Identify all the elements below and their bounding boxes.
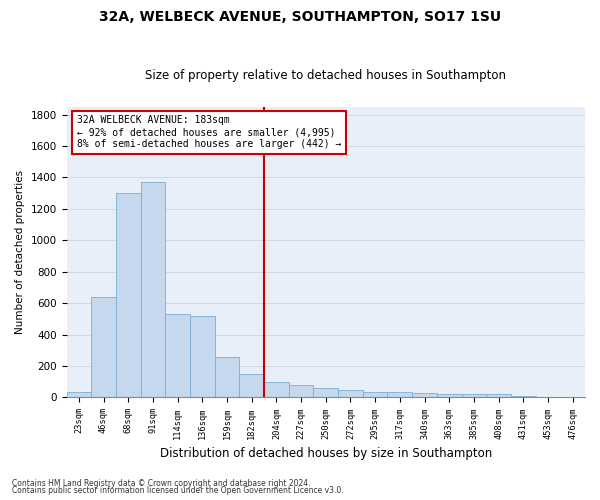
Text: Contains HM Land Registry data © Crown copyright and database right 2024.: Contains HM Land Registry data © Crown c… (12, 478, 311, 488)
Bar (363, 392, 388, 398)
Bar (289, 385, 313, 398)
Bar (140, 182, 165, 398)
Bar (215, 356, 239, 398)
Bar (165, 314, 190, 398)
Bar (412, 393, 437, 398)
Bar (437, 394, 461, 398)
Text: Contains public sector information licensed under the Open Government Licence v3: Contains public sector information licen… (12, 486, 344, 495)
Bar (486, 394, 511, 398)
Bar (511, 396, 536, 398)
Bar (239, 374, 264, 398)
Text: 32A WELBECK AVENUE: 183sqm
← 92% of detached houses are smaller (4,995)
8% of se: 32A WELBECK AVENUE: 183sqm ← 92% of deta… (77, 116, 341, 148)
Bar (388, 392, 412, 398)
Bar (190, 316, 215, 398)
Bar (338, 390, 363, 398)
Bar (116, 193, 140, 398)
X-axis label: Distribution of detached houses by size in Southampton: Distribution of detached houses by size … (160, 447, 492, 460)
Bar (264, 382, 289, 398)
Bar (313, 388, 338, 398)
Text: 32A, WELBECK AVENUE, SOUTHAMPTON, SO17 1SU: 32A, WELBECK AVENUE, SOUTHAMPTON, SO17 1… (99, 10, 501, 24)
Bar (67, 392, 91, 398)
Bar (91, 297, 116, 398)
Bar (461, 394, 486, 398)
Y-axis label: Number of detached properties: Number of detached properties (15, 170, 25, 334)
Title: Size of property relative to detached houses in Southampton: Size of property relative to detached ho… (145, 69, 506, 82)
